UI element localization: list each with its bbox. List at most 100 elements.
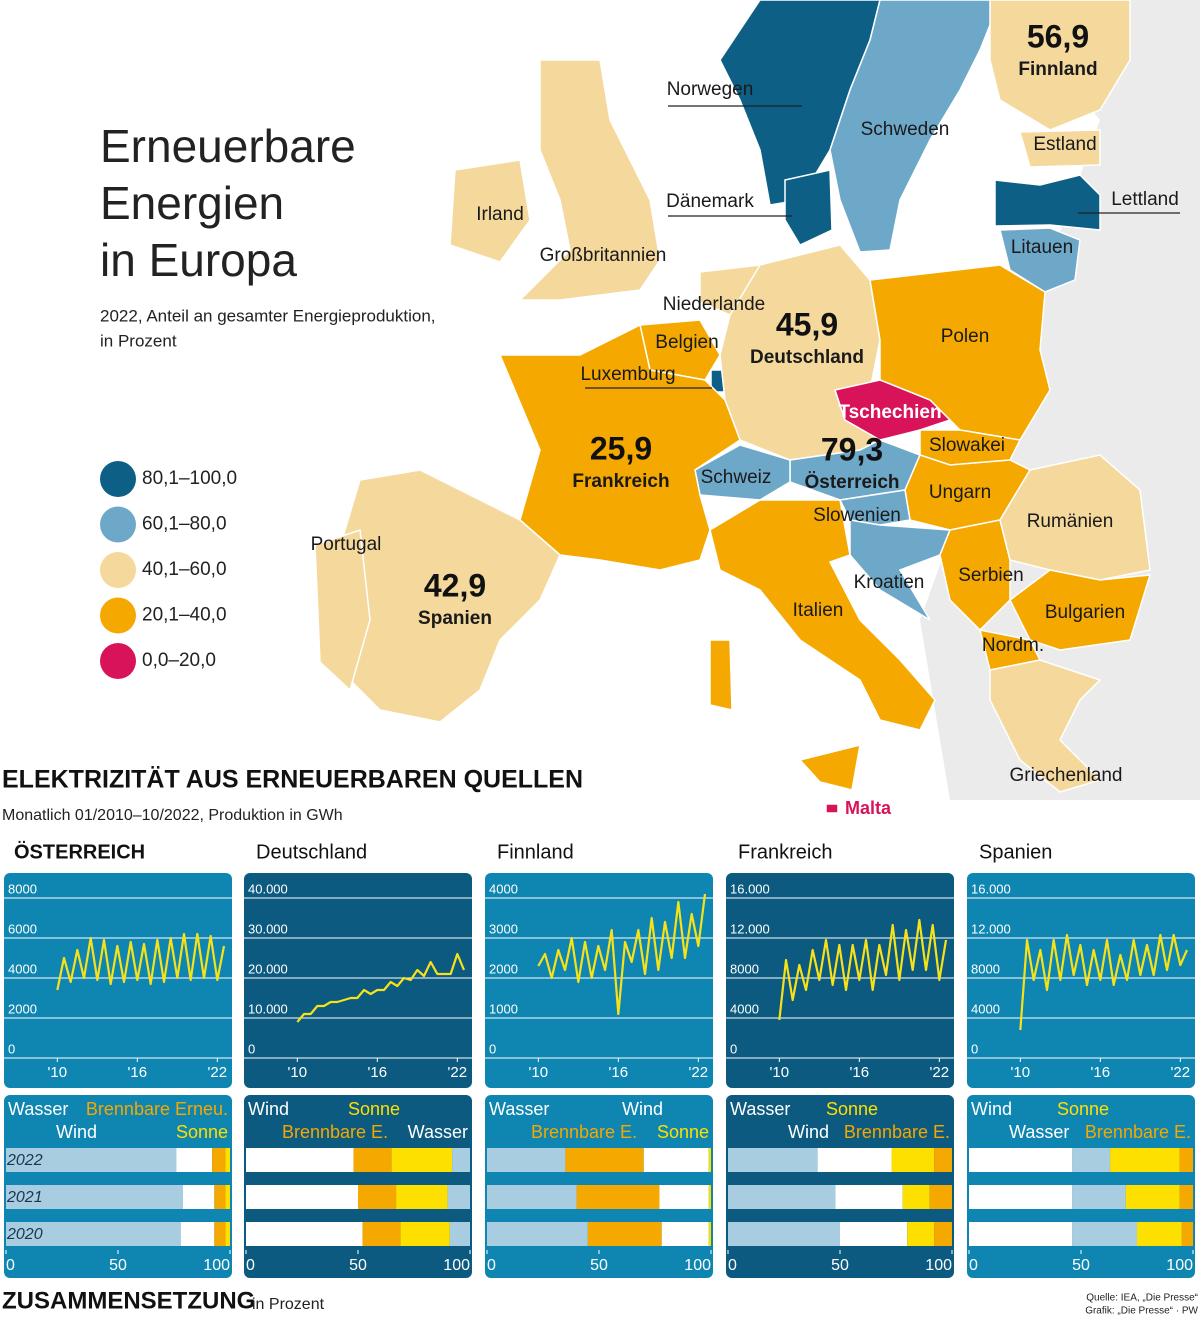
country-shape: [314, 528, 371, 692]
country-shape: [518, 59, 661, 301]
country-label: Malta: [845, 798, 892, 818]
legend-label: Wasser: [730, 1099, 790, 1119]
bar-segment: [929, 1185, 952, 1209]
x-tick-label: '10: [288, 1064, 308, 1081]
country-shape: [838, 489, 911, 526]
legend-label: Sonne: [657, 1122, 709, 1142]
legend-swatch: [100, 643, 136, 679]
legend-label: 40,1–60,0: [142, 559, 227, 580]
foreground: Norwegen Schweden Finnland 56,9 Estland Lettl…: [2, 18, 1199, 1316]
bar-segment: [643, 1148, 709, 1172]
country-label: Norwegen: [667, 79, 754, 100]
y-tick-label: 4000: [730, 1001, 759, 1016]
y-tick-label: 40.000: [248, 881, 288, 896]
x-tick-label: '10: [529, 1064, 549, 1081]
country-shape: [989, 0, 1131, 131]
bar-segment: [728, 1185, 836, 1209]
x-tick-label: '22: [448, 1064, 468, 1081]
bar-segment: [576, 1185, 660, 1209]
legend-swatch: [100, 552, 136, 588]
bar-segment: [358, 1185, 397, 1209]
x-tick-label: 50: [349, 1257, 367, 1274]
country-shape: [1009, 569, 1152, 651]
y-tick-label: 1000: [489, 1001, 518, 1016]
bar-segment: [396, 1185, 448, 1209]
panel-title: ÖSTERREICH: [14, 840, 145, 863]
bar-segment: [1179, 1148, 1193, 1172]
bar-segment: [225, 1222, 230, 1246]
y-tick-label: 30.000: [248, 921, 288, 936]
y-tick-label: 0: [971, 1041, 978, 1056]
country-label: Belgien: [655, 332, 718, 353]
country-label: Serbien: [958, 565, 1024, 586]
bar-segment: [661, 1222, 709, 1246]
bar-segment: [969, 1222, 1073, 1246]
country-label: Schweiz: [701, 467, 772, 488]
country-shape: [994, 174, 1101, 231]
bar-segment: [728, 1222, 840, 1246]
country-shape: [784, 169, 833, 246]
x-tick-label: 100: [684, 1257, 711, 1274]
panel-background: [244, 873, 472, 1088]
bar-segment: [1072, 1185, 1126, 1209]
bar-segment: [565, 1148, 644, 1172]
legend-swatch: [100, 506, 136, 543]
bar-segment: [902, 1185, 930, 1209]
legend-label: Wind: [622, 1099, 663, 1119]
x-tick-label: '16: [609, 1064, 629, 1081]
x-tick-label: '10: [1011, 1064, 1031, 1081]
y-tick-label: 4000: [8, 961, 37, 976]
bar-segment: [1181, 1222, 1193, 1246]
x-tick-label: '16: [368, 1064, 388, 1081]
country-value: 25,9: [590, 430, 652, 466]
y-tick-label: 8000: [730, 961, 759, 976]
country-label: Litauen: [1011, 237, 1073, 258]
panel-title: Deutschland: [256, 841, 367, 863]
legend-label: 60,1–80,0: [142, 514, 227, 535]
bar-segment: [246, 1222, 363, 1246]
bar-segment: [353, 1148, 392, 1172]
legend-label: Wind: [788, 1122, 829, 1142]
legend-label: 80,1–100,0: [142, 468, 237, 489]
source: Grafik: „Die Presse“ · PW: [1085, 1306, 1198, 1317]
map-subtitle: 2022, Anteil an gesamter Energieprodukti…: [100, 306, 436, 325]
legend-label: Wind: [971, 1099, 1012, 1119]
legend-label: Brennbare E.: [282, 1122, 388, 1142]
bar-segment: [708, 1222, 711, 1246]
map: [314, 0, 1152, 814]
country-label: Italien: [793, 600, 844, 621]
panel-background: [485, 873, 713, 1088]
bar-segment: [362, 1222, 401, 1246]
panel-background: [726, 873, 954, 1088]
year-label: 2020: [6, 1226, 43, 1243]
y-tick-label: 16.000: [971, 881, 1011, 896]
country-label: Tschechien: [838, 402, 941, 423]
x-tick-label: '10: [48, 1064, 68, 1081]
year-label: 2022: [6, 1152, 43, 1169]
y-tick-label: 16.000: [730, 881, 770, 896]
data-line: [1019, 933, 1189, 1031]
country-shape: [829, 0, 1001, 253]
country-label: Polen: [941, 326, 990, 347]
data-line: [56, 932, 226, 991]
country-label: Slowakei: [929, 435, 1005, 456]
legend-label: Wasser: [8, 1099, 68, 1119]
y-tick-label: 2000: [489, 961, 518, 976]
bar-segment: [934, 1148, 952, 1172]
country-shape: [989, 659, 1102, 793]
bar-segment: [246, 1185, 358, 1209]
x-tick-label: 0: [969, 1257, 978, 1274]
y-tick-label: 0: [248, 1041, 255, 1056]
legend-label: Wasser: [1009, 1122, 1069, 1142]
x-tick-label: 50: [1072, 1257, 1090, 1274]
country-label: Lettland: [1111, 189, 1179, 210]
x-tick-label: 50: [109, 1257, 127, 1274]
bar-segment: [1125, 1185, 1180, 1209]
bar-segment: [176, 1148, 213, 1172]
legend-label: Brennbare E.: [1085, 1122, 1191, 1142]
country-label: Ungarn: [929, 482, 991, 503]
bar-segment: [447, 1185, 470, 1209]
section-title: ELEKTRIZITÄT AUS ERNEUERBAREN QUELLEN: [2, 766, 583, 794]
bar-segment: [659, 1185, 709, 1209]
